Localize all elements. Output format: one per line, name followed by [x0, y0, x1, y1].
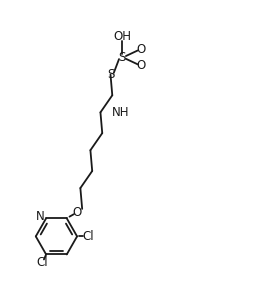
Text: NH: NH: [111, 106, 129, 119]
Text: OH: OH: [113, 30, 131, 43]
Text: Cl: Cl: [36, 256, 48, 269]
Text: S: S: [119, 51, 126, 64]
Text: Cl: Cl: [83, 230, 95, 243]
Text: O: O: [73, 206, 82, 219]
Text: N: N: [36, 211, 44, 223]
Text: O: O: [136, 59, 146, 72]
Text: S: S: [107, 68, 114, 81]
Text: O: O: [136, 43, 146, 56]
